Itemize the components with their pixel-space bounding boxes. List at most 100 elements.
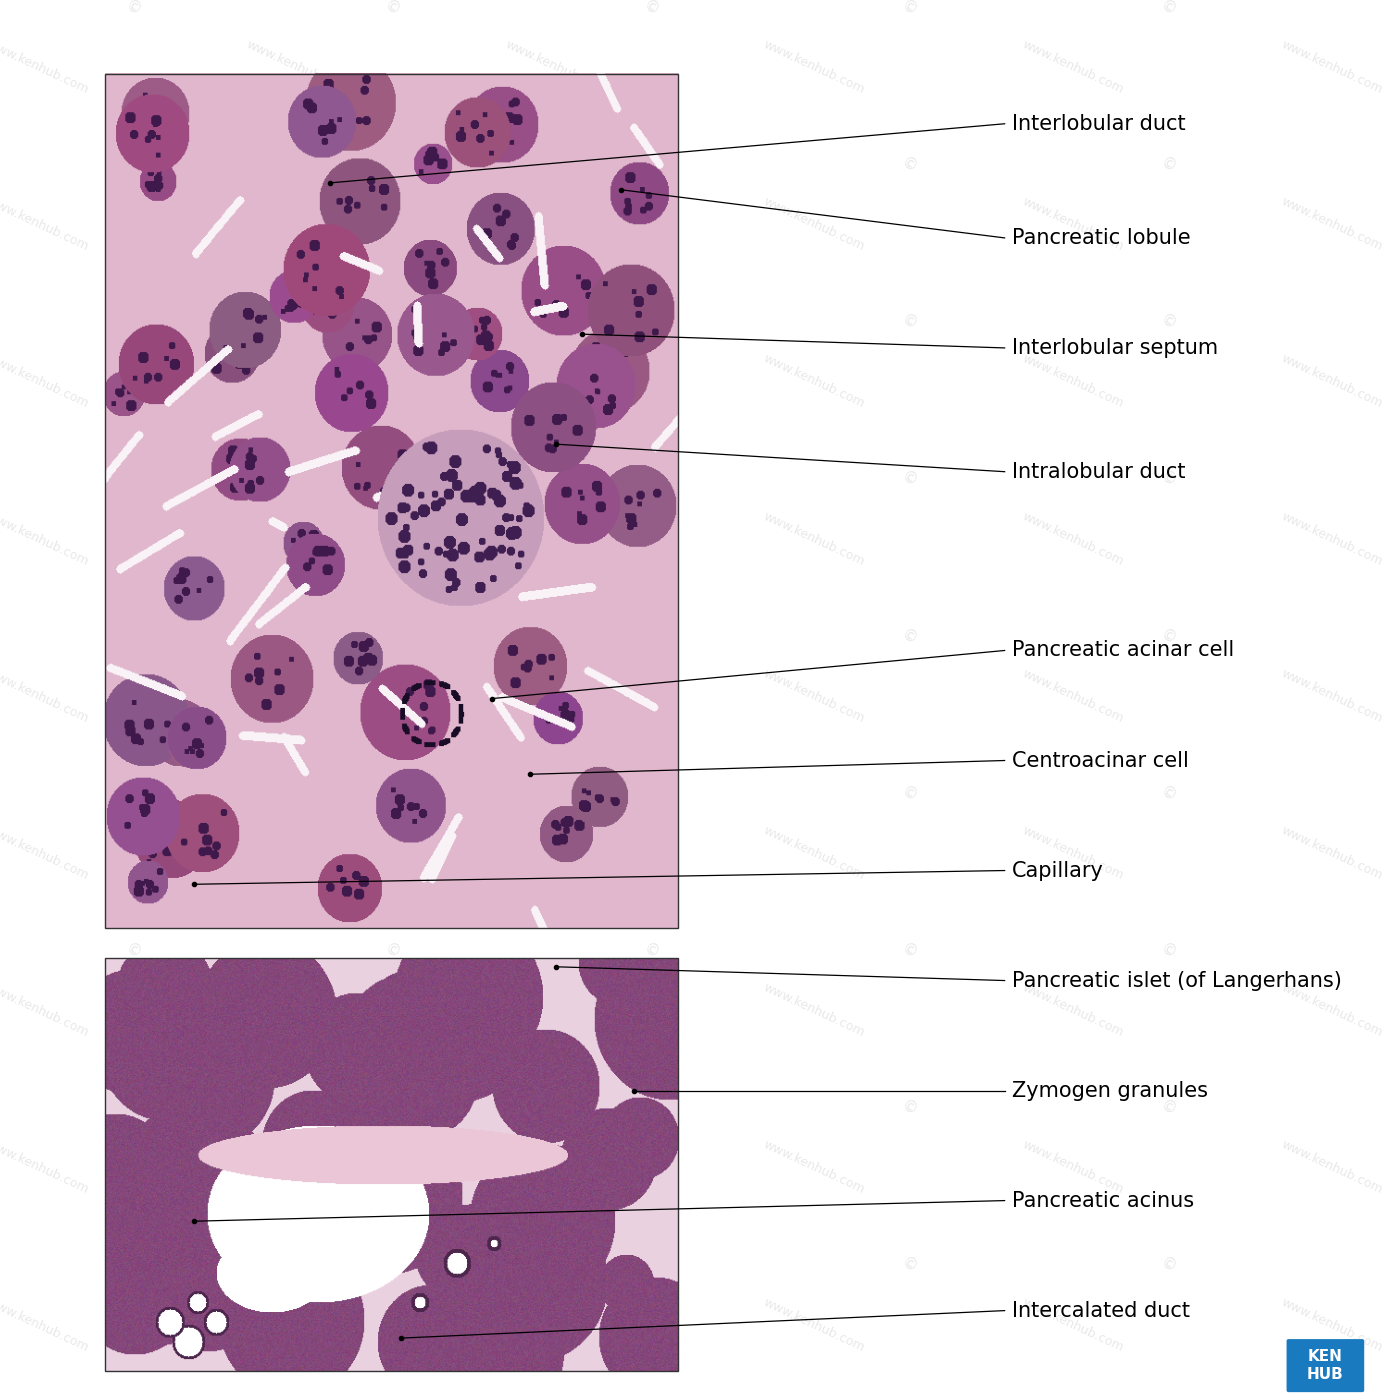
- Text: ©: ©: [382, 1098, 403, 1119]
- Text: www.kenhub.com: www.kenhub.com: [762, 981, 867, 1040]
- Text: www.kenhub.com: www.kenhub.com: [1280, 1138, 1385, 1197]
- Text: www.kenhub.com: www.kenhub.com: [244, 1138, 350, 1197]
- Bar: [105, 74, 679, 928]
- FancyBboxPatch shape: [1287, 1338, 1364, 1392]
- Text: www.kenhub.com: www.kenhub.com: [503, 353, 608, 410]
- Text: ©: ©: [1159, 627, 1179, 647]
- Text: www.kenhub.com: www.kenhub.com: [1021, 825, 1126, 882]
- Text: www.kenhub.com: www.kenhub.com: [503, 38, 608, 97]
- Text: www.kenhub.com: www.kenhub.com: [0, 195, 91, 253]
- Text: www.kenhub.com: www.kenhub.com: [762, 825, 867, 882]
- Text: ©: ©: [123, 1256, 144, 1275]
- Text: ©: ©: [382, 469, 403, 490]
- Text: ©: ©: [1159, 155, 1179, 175]
- Text: ©: ©: [1159, 312, 1179, 332]
- Text: Centroacinar cell: Centroacinar cell: [1012, 750, 1189, 770]
- Text: ©: ©: [900, 1256, 920, 1275]
- Text: Pancreatic islet (of Langerhans): Pancreatic islet (of Langerhans): [1012, 970, 1343, 991]
- Text: Interlobular duct: Interlobular duct: [1012, 113, 1186, 134]
- Text: Pancreatic lobule: Pancreatic lobule: [1012, 228, 1190, 248]
- Text: www.kenhub.com: www.kenhub.com: [1280, 353, 1385, 410]
- Text: ©: ©: [641, 1098, 662, 1119]
- Text: www.kenhub.com: www.kenhub.com: [1280, 1295, 1385, 1354]
- Text: www.kenhub.com: www.kenhub.com: [1021, 510, 1126, 568]
- Text: www.kenhub.com: www.kenhub.com: [503, 1295, 608, 1354]
- Text: ©: ©: [123, 627, 144, 647]
- Text: ©: ©: [382, 0, 403, 18]
- Text: www.kenhub.com: www.kenhub.com: [1021, 666, 1126, 725]
- Text: ©: ©: [382, 941, 403, 960]
- Text: www.kenhub.com: www.kenhub.com: [762, 353, 867, 410]
- Text: www.kenhub.com: www.kenhub.com: [1280, 666, 1385, 725]
- Text: www.kenhub.com: www.kenhub.com: [1021, 1295, 1126, 1354]
- Text: ©: ©: [641, 0, 662, 18]
- Text: www.kenhub.com: www.kenhub.com: [244, 825, 350, 882]
- Text: ©: ©: [900, 1098, 920, 1119]
- Text: www.kenhub.com: www.kenhub.com: [503, 1138, 608, 1197]
- Text: ©: ©: [123, 469, 144, 490]
- Text: www.kenhub.com: www.kenhub.com: [762, 1138, 867, 1197]
- Text: www.kenhub.com: www.kenhub.com: [244, 353, 350, 410]
- Text: www.kenhub.com: www.kenhub.com: [1280, 510, 1385, 568]
- Text: ©: ©: [1159, 1256, 1179, 1275]
- Text: www.kenhub.com: www.kenhub.com: [0, 353, 91, 410]
- Text: ©: ©: [382, 312, 403, 332]
- Text: www.kenhub.com: www.kenhub.com: [1280, 195, 1385, 253]
- Text: www.kenhub.com: www.kenhub.com: [762, 1295, 867, 1354]
- Text: ©: ©: [900, 627, 920, 647]
- Text: ©: ©: [641, 469, 662, 490]
- Text: www.kenhub.com: www.kenhub.com: [1021, 981, 1126, 1040]
- Text: ©: ©: [641, 1256, 662, 1275]
- Text: www.kenhub.com: www.kenhub.com: [0, 1138, 91, 1197]
- Text: Pancreatic acinus: Pancreatic acinus: [1012, 1190, 1194, 1211]
- Text: www.kenhub.com: www.kenhub.com: [0, 38, 91, 97]
- Text: ©: ©: [1159, 784, 1179, 804]
- Text: www.kenhub.com: www.kenhub.com: [1280, 825, 1385, 882]
- Text: ©: ©: [641, 627, 662, 647]
- Text: www.kenhub.com: www.kenhub.com: [244, 195, 350, 253]
- Text: ©: ©: [641, 941, 662, 960]
- Text: ©: ©: [1159, 0, 1179, 18]
- Text: www.kenhub.com: www.kenhub.com: [503, 666, 608, 725]
- Text: ©: ©: [123, 0, 144, 18]
- Text: ©: ©: [1159, 469, 1179, 490]
- Text: www.kenhub.com: www.kenhub.com: [1021, 195, 1126, 253]
- Text: ©: ©: [382, 627, 403, 647]
- Text: ©: ©: [123, 312, 144, 332]
- Text: ©: ©: [382, 784, 403, 804]
- Text: ©: ©: [123, 941, 144, 960]
- Text: Pancreatic acinar cell: Pancreatic acinar cell: [1012, 640, 1235, 661]
- Text: www.kenhub.com: www.kenhub.com: [503, 195, 608, 253]
- Text: www.kenhub.com: www.kenhub.com: [762, 38, 867, 97]
- Text: ©: ©: [900, 0, 920, 18]
- Text: ©: ©: [123, 155, 144, 175]
- Text: www.kenhub.com: www.kenhub.com: [1280, 981, 1385, 1040]
- Text: www.kenhub.com: www.kenhub.com: [244, 510, 350, 568]
- Text: www.kenhub.com: www.kenhub.com: [0, 1295, 91, 1354]
- Text: ©: ©: [641, 155, 662, 175]
- Text: www.kenhub.com: www.kenhub.com: [244, 38, 350, 97]
- Text: Intercalated duct: Intercalated duct: [1012, 1301, 1190, 1320]
- Text: ©: ©: [900, 941, 920, 960]
- Text: www.kenhub.com: www.kenhub.com: [244, 666, 350, 725]
- Text: www.kenhub.com: www.kenhub.com: [762, 666, 867, 725]
- Text: ©: ©: [123, 1098, 144, 1119]
- Text: ©: ©: [641, 312, 662, 332]
- Text: www.kenhub.com: www.kenhub.com: [0, 981, 91, 1040]
- Text: Interlobular septum: Interlobular septum: [1012, 337, 1218, 358]
- Text: www.kenhub.com: www.kenhub.com: [1021, 38, 1126, 97]
- Text: www.kenhub.com: www.kenhub.com: [1280, 38, 1385, 97]
- Text: www.kenhub.com: www.kenhub.com: [244, 1295, 350, 1354]
- Text: www.kenhub.com: www.kenhub.com: [503, 825, 608, 882]
- Text: www.kenhub.com: www.kenhub.com: [1021, 1138, 1126, 1197]
- Text: ©: ©: [1159, 941, 1179, 960]
- Bar: [105, 958, 679, 1371]
- Text: ©: ©: [1159, 1098, 1179, 1119]
- Text: www.kenhub.com: www.kenhub.com: [1021, 353, 1126, 410]
- Text: www.kenhub.com: www.kenhub.com: [244, 981, 350, 1040]
- Text: ©: ©: [641, 784, 662, 804]
- Text: ©: ©: [900, 155, 920, 175]
- Text: Capillary: Capillary: [1012, 861, 1105, 881]
- Text: www.kenhub.com: www.kenhub.com: [0, 666, 91, 725]
- Text: www.kenhub.com: www.kenhub.com: [503, 510, 608, 568]
